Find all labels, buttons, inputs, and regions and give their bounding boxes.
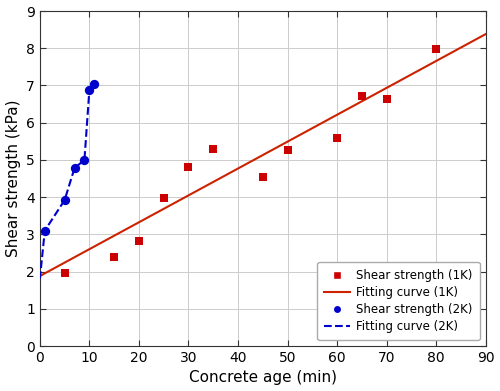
Point [80,157,88,163]
Point [333,135,341,142]
Point [70,165,78,171]
Point [184,163,192,170]
Point [60,270,68,276]
Point [209,145,217,152]
X-axis label: Concrete age (min): Concrete age (min) [188,370,336,386]
Point [382,95,390,102]
Point [135,238,143,244]
Point [432,46,440,52]
Point [160,195,168,201]
Point [41,228,49,234]
Y-axis label: Shear strength (kPa): Shear strength (kPa) [6,100,20,257]
Point [90,81,98,87]
Point [358,93,366,99]
Point [284,146,292,152]
Point [110,254,118,260]
Point [258,174,266,180]
Legend: Shear strength (1K), Fitting curve (1K), Shear strength (2K), Fitting curve (2K): Shear strength (1K), Fitting curve (1K),… [318,262,480,340]
Point [86,87,94,93]
Point [60,197,68,203]
